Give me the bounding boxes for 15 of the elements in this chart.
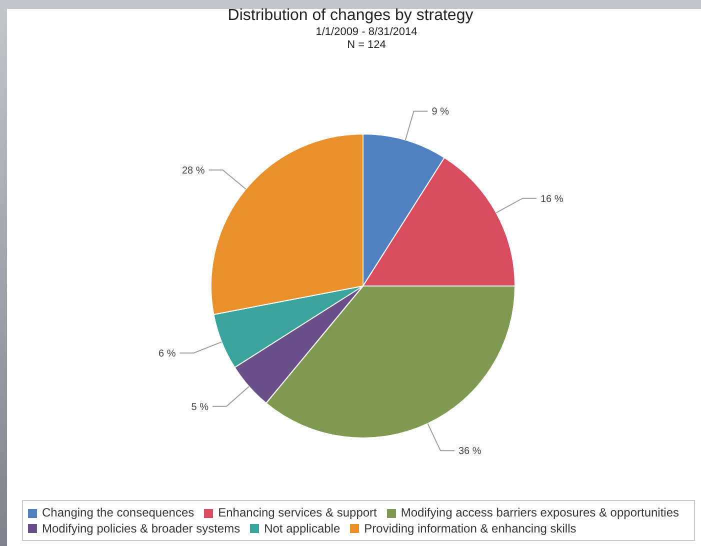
legend-label: Modifying access barriers exposures & opportunities	[400, 506, 680, 520]
legend-label: Providing information & enhancing skills	[364, 521, 576, 535]
data-label: 6 %	[158, 348, 176, 360]
data-label: 5 %	[191, 402, 209, 413]
data-label: 16 %	[540, 194, 564, 205]
data-label: 36 %	[458, 446, 482, 458]
data-label: 28 %	[182, 165, 205, 176]
data-label: 9 %	[432, 106, 450, 118]
legend-label: Not applicable	[264, 521, 340, 535]
legend-label: Enhancing services & support	[218, 506, 377, 520]
chart-title: Distribution of changes by strategy	[226, 7, 474, 25]
text: N = 124	[346, 39, 387, 51]
chart-subtitle: 1/1/2009 - 8/31/2014	[314, 26, 418, 38]
legend-label: Modifying policies & broader systems	[42, 521, 240, 535]
legend-label: Changing the consequences	[42, 506, 194, 520]
